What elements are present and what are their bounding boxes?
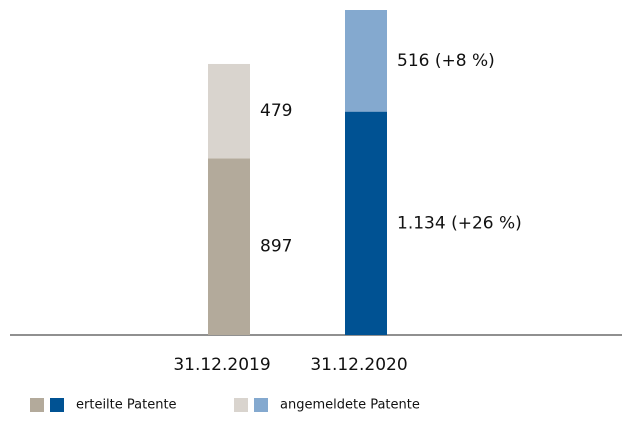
legend-swatch (254, 398, 268, 412)
value-label: 1.134 (+26 %) (397, 213, 522, 233)
bar-segment (208, 63, 250, 159)
legend-label: erteilte Patente (76, 398, 177, 413)
bar-segment (345, 10, 387, 112)
value-label: 516 (+8 %) (397, 51, 495, 71)
x-tick-label: 31.12.2020 (310, 355, 407, 375)
value-label: 479 (260, 101, 292, 121)
x-tick-label: 31.12.2019 (173, 355, 270, 375)
legend-swatch (234, 398, 248, 412)
legend-swatch (30, 398, 44, 412)
legend-label: angemeldete Patente (280, 398, 420, 413)
bar-segment (345, 111, 387, 336)
bar-segment (208, 158, 250, 335)
legend-swatch (50, 398, 64, 412)
value-label: 897 (260, 237, 292, 257)
